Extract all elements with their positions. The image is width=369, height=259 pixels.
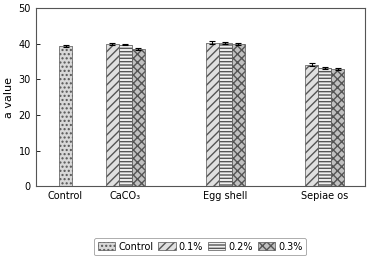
Bar: [232, 44, 245, 186]
Legend: Control, 0.1%, 0.2%, 0.3%: Control, 0.1%, 0.2%, 0.3%: [94, 238, 306, 255]
Y-axis label: a value: a value: [4, 77, 14, 118]
Bar: [219, 43, 232, 186]
Bar: [132, 49, 145, 186]
Bar: [206, 43, 219, 186]
Bar: [119, 45, 132, 186]
Bar: [306, 64, 318, 186]
Bar: [331, 69, 344, 186]
Bar: [59, 46, 72, 186]
Bar: [106, 44, 119, 186]
Bar: [318, 68, 331, 186]
